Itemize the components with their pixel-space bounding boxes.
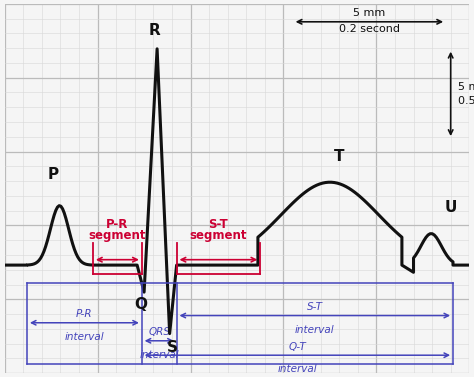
Text: S-T: S-T — [307, 302, 323, 312]
Text: 0.5 mV: 0.5 mV — [457, 96, 474, 106]
Text: QRS: QRS — [148, 327, 170, 337]
Text: P-R: P-R — [76, 309, 93, 319]
Text: interval: interval — [278, 364, 317, 374]
Text: R: R — [148, 23, 160, 38]
Text: segment: segment — [190, 229, 247, 242]
Text: S-T: S-T — [209, 218, 228, 231]
Text: Q: Q — [134, 297, 147, 312]
Text: 0.2 second: 0.2 second — [339, 24, 400, 34]
Text: T: T — [334, 149, 345, 164]
Text: P-R: P-R — [106, 218, 128, 231]
Text: 5 mm: 5 mm — [457, 82, 474, 92]
Text: S: S — [166, 340, 177, 356]
Text: Q-T: Q-T — [289, 342, 306, 352]
Text: interval: interval — [139, 350, 179, 360]
Text: segment: segment — [89, 229, 146, 242]
Text: interval: interval — [64, 332, 104, 342]
Text: 5 mm: 5 mm — [353, 8, 385, 18]
Text: interval: interval — [295, 325, 335, 334]
Text: U: U — [445, 200, 457, 215]
Text: P: P — [48, 167, 59, 182]
